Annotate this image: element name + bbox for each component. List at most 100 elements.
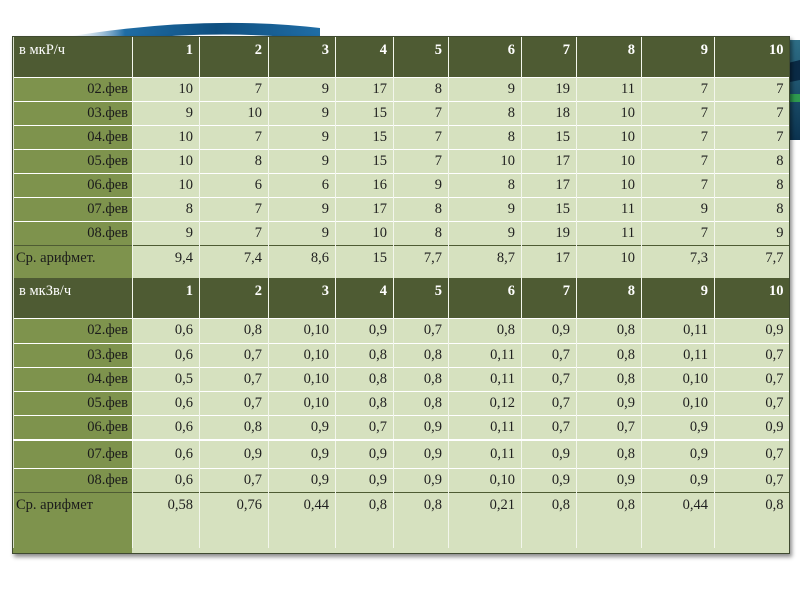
value-cell: 0,8	[335, 342, 394, 367]
table-row: 02.фев 0,6 0,8 0,10 0,9 0,7 0,8 0,9 0,8 0,11 0,9	[13, 317, 789, 343]
column-header: 6	[448, 278, 522, 318]
average-value-cell: 7,7	[714, 244, 789, 278]
column-header: 5	[393, 37, 449, 77]
value-cell: 7	[393, 100, 449, 125]
table-row: 07.фев 0,6 0,9 0,9 0,9 0,9 0,11 0,9 0,8 0,9 0,7	[13, 439, 789, 468]
value-cell: 0,8	[335, 390, 394, 415]
column-header: 4	[335, 37, 394, 77]
value-cell: 8	[393, 196, 449, 221]
value-cell: 0,10	[268, 390, 336, 415]
average-value-cell: 10	[576, 244, 642, 278]
value-cell: 8	[714, 196, 789, 221]
value-cell: 0,9	[335, 317, 394, 343]
average-value-cell: 8,6	[268, 244, 336, 278]
value-cell: 0,9	[521, 317, 577, 343]
row-date-label: 05.фев	[13, 390, 133, 415]
column-header: 9	[641, 278, 715, 318]
value-cell: 0,6	[132, 439, 200, 468]
value-cell: 7	[641, 172, 715, 197]
value-cell: 0,6	[132, 414, 200, 440]
value-cell: 8	[132, 196, 200, 221]
value-cell: 0,7	[714, 467, 789, 492]
column-header: 6	[448, 37, 522, 77]
value-cell: 15	[335, 124, 394, 149]
row-date-label: 05.фев	[13, 148, 133, 173]
data-sheet: в мкР/ч 1 2 3 4 5 6 7 8 9 10 02.фев 10 7 9 17 8 9 19 11 7 7 03…	[12, 36, 790, 554]
average-value-cell: 0,8	[393, 491, 449, 548]
value-cell: 0,7	[199, 366, 269, 391]
value-cell: 0,9	[335, 439, 394, 468]
value-cell: 15	[521, 196, 577, 221]
unit-label: в мкЗв/ч	[13, 278, 133, 318]
value-cell: 0,10	[268, 366, 336, 391]
table-row: 06.фев 0,6 0,8 0,9 0,7 0,9 0,11 0,7 0,7 0,9 0,9	[13, 414, 789, 440]
column-header: 9	[641, 37, 715, 77]
value-cell: 8	[199, 148, 269, 173]
value-cell: 0,7	[199, 390, 269, 415]
average-row: Ср. арифмет. 9,4 7,4 8,6 15 7,7 8,7 17 10 7,3 7,7	[13, 244, 789, 278]
table-row: 03.фев 0,6 0,7 0,10 0,8 0,8 0,11 0,7 0,8 0,11 0,7	[13, 342, 789, 367]
header-row: в мкР/ч 1 2 3 4 5 6 7 8 9 10	[13, 37, 789, 77]
column-header: 8	[576, 278, 642, 318]
average-value-cell: 0,44	[268, 491, 336, 548]
value-cell: 0,7	[521, 414, 577, 440]
value-cell: 8	[393, 220, 449, 245]
value-cell: 0,9	[199, 439, 269, 468]
value-cell: 16	[335, 172, 394, 197]
row-date-label: 06.фев	[13, 172, 133, 197]
column-header: 3	[268, 278, 336, 318]
value-cell: 0,6	[132, 390, 200, 415]
value-cell: 9	[132, 100, 200, 125]
average-row: Ср. арифмет 0,58 0,76 0,44 0,8 0,8 0,21 0,8 0,8 0…	[13, 491, 789, 548]
table-row: 05.фев 0,6 0,7 0,10 0,8 0,8 0,12 0,7 0,9 0,10 0,7	[13, 390, 789, 415]
column-header: 10	[714, 37, 789, 77]
value-cell: 9	[448, 76, 522, 101]
value-cell: 0,8	[576, 317, 642, 343]
value-cell: 0,6	[132, 342, 200, 367]
column-header: 3	[268, 37, 336, 77]
value-cell: 0,10	[448, 467, 522, 492]
value-cell: 0,8	[393, 342, 449, 367]
row-date-label: 07.фев	[13, 196, 133, 221]
value-cell: 15	[335, 148, 394, 173]
average-value-cell: 0,8	[335, 491, 394, 548]
table-row: 06.фев 10 6 6 16 9 8 17 10 7 8	[13, 172, 789, 197]
row-date-label: 06.фев	[13, 414, 133, 440]
value-cell: 9	[714, 220, 789, 245]
value-cell: 0,6	[132, 317, 200, 343]
value-cell: 15	[335, 100, 394, 125]
header-row: в мкЗв/ч 1 2 3 4 5 6 7 8 9 10	[13, 278, 789, 318]
value-cell: 7	[199, 220, 269, 245]
average-value-cell: 7,7	[393, 244, 449, 278]
column-header: 1	[132, 37, 200, 77]
value-cell: 0,9	[641, 439, 715, 468]
table-row: 02.фев 10 7 9 17 8 9 19 11 7 7	[13, 76, 789, 101]
value-cell: 10	[576, 172, 642, 197]
value-cell: 0,9	[641, 467, 715, 492]
column-header: 7	[521, 37, 577, 77]
average-value-cell: 0,76	[199, 491, 269, 548]
value-cell: 7	[641, 148, 715, 173]
value-cell: 7	[641, 76, 715, 101]
value-cell: 9	[641, 196, 715, 221]
value-cell: 0,7	[576, 414, 642, 440]
column-header: 1	[132, 278, 200, 318]
value-cell: 9	[448, 196, 522, 221]
value-cell: 17	[335, 76, 394, 101]
value-cell: 0,7	[199, 467, 269, 492]
value-cell: 9	[268, 196, 336, 221]
value-cell: 0,8	[393, 390, 449, 415]
row-date-label: 04.фев	[13, 366, 133, 391]
value-cell: 19	[521, 76, 577, 101]
value-cell: 8	[393, 76, 449, 101]
value-cell: 10	[132, 148, 200, 173]
column-header: 8	[576, 37, 642, 77]
value-cell: 9	[448, 220, 522, 245]
decorative-stripe-green	[780, 94, 800, 102]
value-cell: 7	[714, 100, 789, 125]
value-cell: 0,7	[199, 342, 269, 367]
value-cell: 7	[199, 76, 269, 101]
value-cell: 0,9	[268, 467, 336, 492]
value-cell: 0,11	[641, 317, 715, 343]
value-cell: 8	[714, 148, 789, 173]
